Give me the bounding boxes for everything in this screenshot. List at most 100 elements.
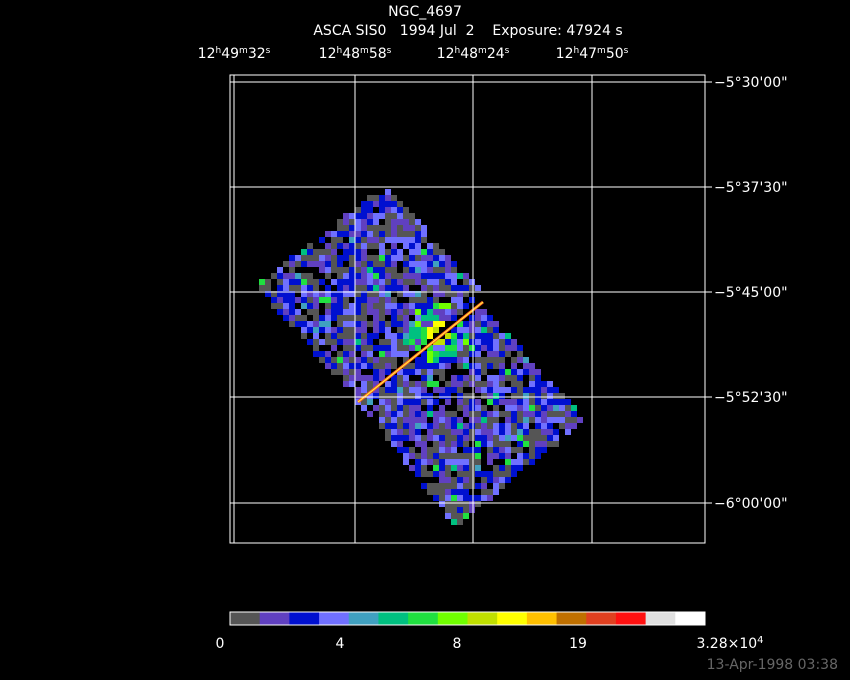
pixel [439, 477, 445, 483]
pixel [343, 279, 349, 285]
pixel [415, 453, 421, 459]
pixel [349, 369, 355, 375]
pixel [403, 249, 409, 255]
pixel [385, 321, 391, 327]
pixel [475, 435, 481, 441]
pixel [433, 375, 439, 381]
pixel [565, 411, 571, 417]
pixel [511, 435, 517, 441]
pixel [343, 345, 349, 351]
pixel [487, 369, 493, 375]
colorbar-swatch [437, 612, 468, 625]
pixel [319, 267, 325, 273]
pixel [367, 267, 373, 273]
pixel [493, 435, 499, 441]
pixel [337, 327, 343, 333]
pixel [319, 351, 325, 357]
pixel [337, 273, 343, 279]
pixel [379, 315, 385, 321]
pixel [397, 387, 403, 393]
pixel [361, 255, 367, 261]
pixel [283, 291, 289, 297]
pixel [367, 231, 373, 237]
pixel [373, 291, 379, 297]
pixel [337, 297, 343, 303]
pixel [433, 423, 439, 429]
pixel [451, 489, 457, 495]
pixel [433, 489, 439, 495]
pixel [475, 285, 481, 291]
pixel [355, 321, 361, 327]
pixel [343, 249, 349, 255]
pixel [403, 255, 409, 261]
pixel [391, 411, 397, 417]
pixel [535, 417, 541, 423]
pixel [457, 495, 463, 501]
pixel [439, 441, 445, 447]
pixel [295, 255, 301, 261]
pixel [505, 465, 511, 471]
pixel [355, 393, 361, 399]
pixel [493, 351, 499, 357]
pixel [493, 447, 499, 453]
pixel [373, 363, 379, 369]
pixel [403, 297, 409, 303]
pixel [463, 471, 469, 477]
pixel [307, 273, 313, 279]
pixel [499, 357, 505, 363]
pixel [499, 351, 505, 357]
pixel [313, 249, 319, 255]
pixel [493, 387, 499, 393]
pixel [493, 423, 499, 429]
pixel [379, 207, 385, 213]
pixel [385, 381, 391, 387]
pixel [451, 507, 457, 513]
pixel [511, 471, 517, 477]
pixel [409, 381, 415, 387]
pixel [499, 423, 505, 429]
pixel [445, 387, 451, 393]
pixel [373, 351, 379, 357]
pixel [535, 411, 541, 417]
pixel [451, 297, 457, 303]
pixel [481, 489, 487, 495]
pixel [307, 333, 313, 339]
pixel [439, 411, 445, 417]
pixel [349, 237, 355, 243]
pixel [379, 345, 385, 351]
pixel [445, 261, 451, 267]
pixel [487, 387, 493, 393]
pixel [469, 321, 475, 327]
pixel [391, 279, 397, 285]
pixel [517, 345, 523, 351]
pixel [379, 261, 385, 267]
pixel [487, 327, 493, 333]
pixel [475, 489, 481, 495]
pixel [463, 351, 469, 357]
pixel [397, 381, 403, 387]
pixel [565, 417, 571, 423]
pixel [367, 351, 373, 357]
pixel [289, 297, 295, 303]
unit-sup: m [478, 46, 487, 56]
label-part: 0 [216, 636, 225, 652]
pixel [325, 261, 331, 267]
pixel [445, 477, 451, 483]
pixel [397, 249, 403, 255]
pixel [343, 261, 349, 267]
frame [229, 74, 706, 544]
pixel [361, 399, 367, 405]
pixel [343, 363, 349, 369]
pixel [367, 207, 373, 213]
pixel [415, 459, 421, 465]
pixel [439, 309, 445, 315]
pixel [481, 351, 487, 357]
pixel [559, 417, 565, 423]
pixel [379, 375, 385, 381]
pixel [361, 357, 367, 363]
pixel [307, 279, 313, 285]
pixel [475, 471, 481, 477]
pixel [529, 399, 535, 405]
pixel [379, 399, 385, 405]
pixel [433, 297, 439, 303]
